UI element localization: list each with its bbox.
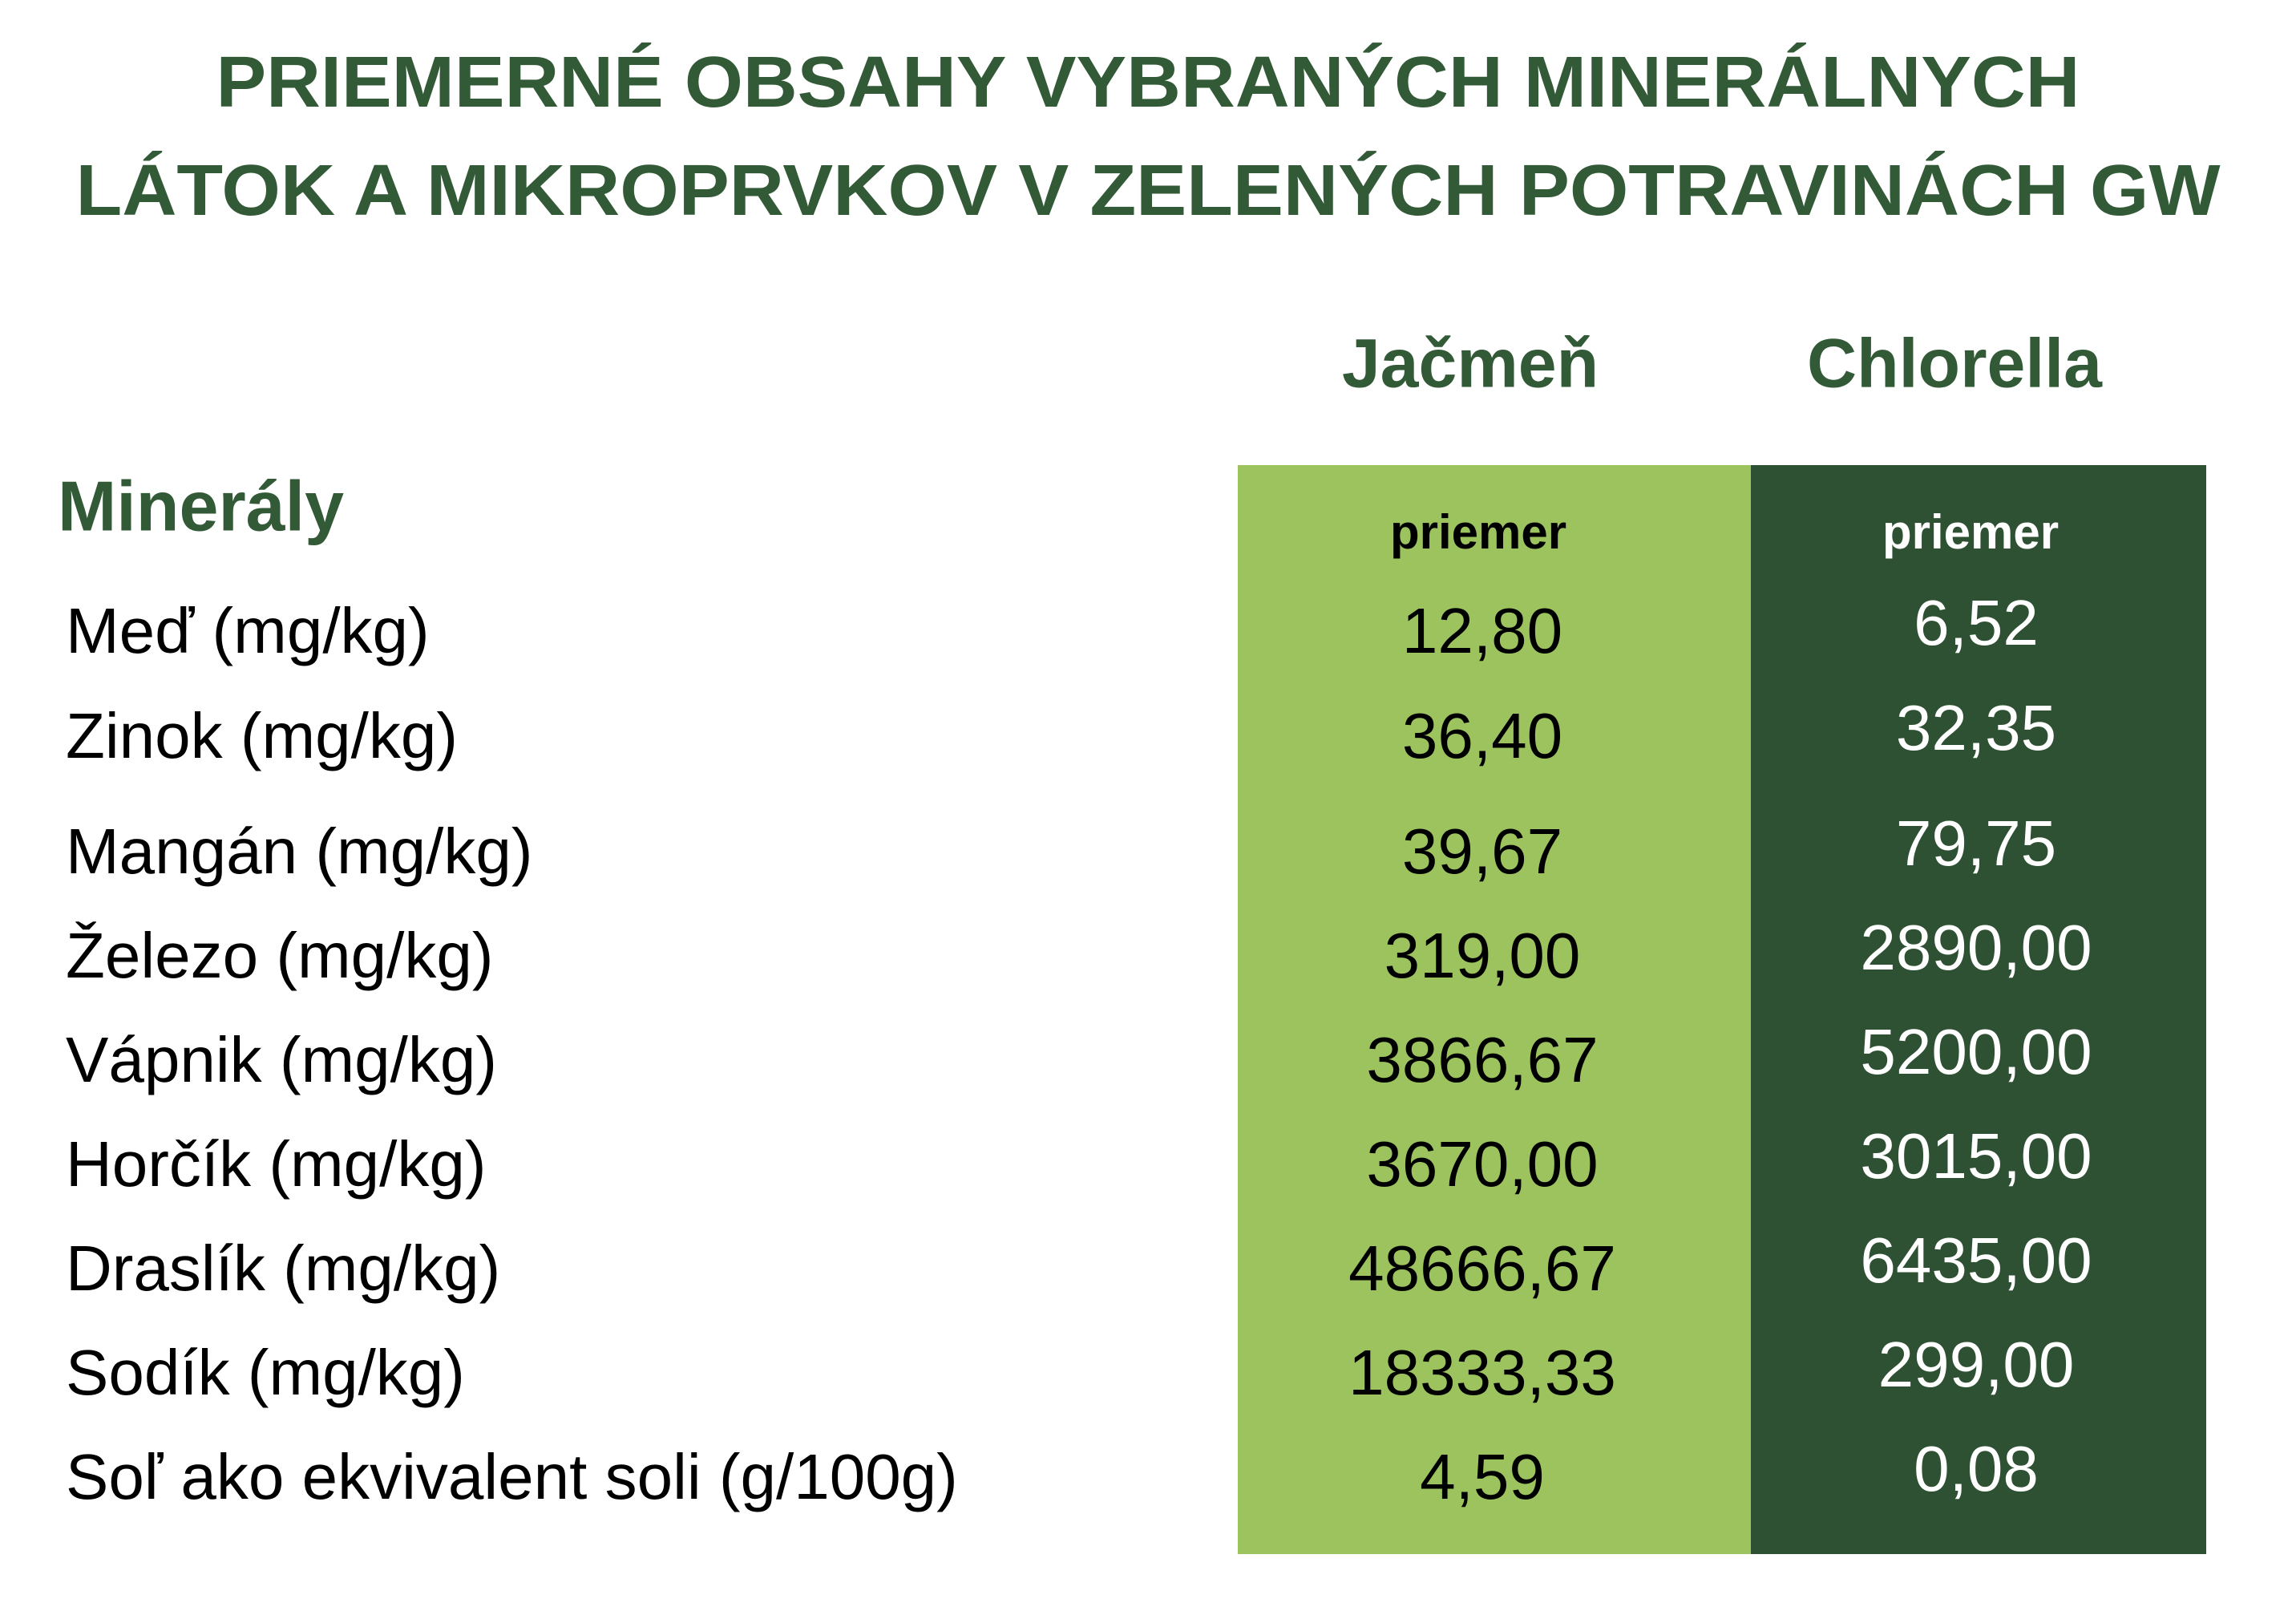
column-header: Jačmeň [1342, 326, 1599, 403]
cell-value: 18333,33 [1348, 1337, 1616, 1408]
title-line: PRIEMERNÉ OBSAHY VYBRANÝCH MINERÁLNYCH [216, 42, 2080, 123]
row-label: Vápnik (mg/kg) [66, 1024, 497, 1095]
row-label: Horčík (mg/kg) [66, 1128, 487, 1200]
column-subheader: priemer [1882, 505, 2059, 559]
row-label: Meď (mg/kg) [66, 595, 430, 666]
cell-value: 0,08 [1914, 1433, 2039, 1504]
cell-value: 4,59 [1420, 1441, 1545, 1512]
row-label: Draslík (mg/kg) [66, 1233, 500, 1304]
row-label: Soľ ako ekvivalent soli (g/100g) [66, 1441, 958, 1512]
column-bg-light [1238, 465, 1751, 1554]
row-label: Zinok (mg/kg) [66, 700, 458, 771]
cell-value: 32,35 [1896, 692, 2056, 763]
column-subheader: priemer [1390, 505, 1566, 559]
cell-value: 36,40 [1402, 700, 1562, 771]
cell-value: 48666,67 [1348, 1233, 1616, 1304]
cell-value: 3670,00 [1366, 1128, 1598, 1200]
row-header: Minerály [58, 466, 344, 545]
cell-value: 12,80 [1402, 595, 1562, 666]
cell-value: 3015,00 [1860, 1120, 2092, 1192]
cell-value: 6435,00 [1860, 1225, 2092, 1296]
cell-value: 6,52 [1914, 587, 2039, 658]
cell-value: 319,00 [1384, 920, 1581, 991]
column-header: Chlorella [1807, 326, 2103, 403]
cell-value: 79,75 [1896, 808, 2056, 879]
cell-value: 2890,00 [1860, 912, 2092, 983]
row-label: Železo (mg/kg) [66, 920, 493, 991]
cell-value: 3866,67 [1366, 1024, 1598, 1095]
cell-value: 5200,00 [1860, 1016, 2092, 1087]
column-bg-dark [1751, 465, 2206, 1554]
title-line: LÁTOK A MIKROPRVKOV V ZELENÝCH POTRAVINÁ… [76, 150, 2221, 231]
cell-value: 299,00 [1878, 1329, 2075, 1400]
cell-value: 39,67 [1402, 816, 1562, 887]
row-label: Mangán (mg/kg) [66, 816, 532, 887]
row-label: Sodík (mg/kg) [66, 1337, 465, 1408]
